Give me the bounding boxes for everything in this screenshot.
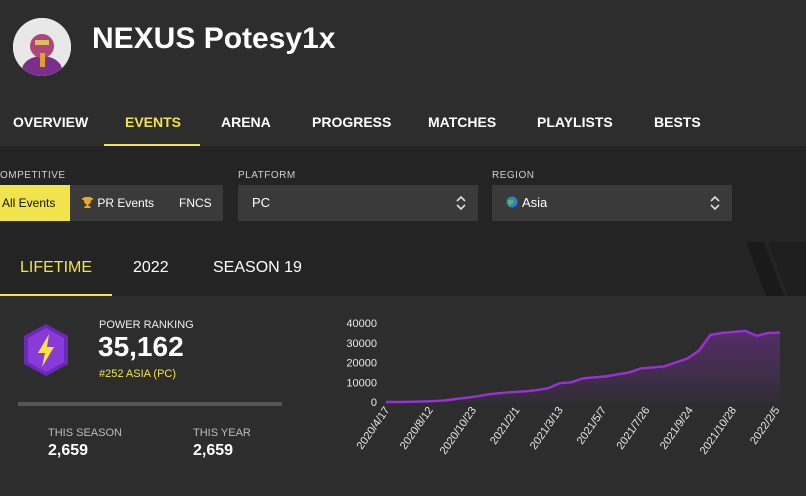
profile-header: NEXUS Potesy1x: [0, 0, 806, 146]
x-tick-label: 2021/9/24: [658, 405, 696, 452]
time-tabs: LIFETIME 2022 SEASON 19: [0, 242, 806, 296]
y-tick-label: 10000: [346, 377, 377, 389]
power-ranking-label: POWER RANKING: [99, 319, 194, 331]
trophy-icon: [82, 197, 93, 208]
x-tick-label: 2021/10/28: [698, 405, 739, 457]
this-year-value: 2,659: [193, 442, 234, 459]
series-line: [386, 329, 781, 404]
pr-events-label: PR Events: [97, 196, 155, 210]
nav-arena[interactable]: ARENA: [221, 114, 271, 130]
x-tick-label: 2021/3/13: [528, 405, 566, 452]
this-season-value: 2,659: [48, 442, 89, 459]
x-tick-label: 2020/10/23: [438, 405, 479, 457]
x-tick-label: 2021/5/7: [575, 405, 609, 447]
x-tick-label: 2022/2/5: [748, 405, 782, 447]
competitive-segmented-control: All Events PR Events FNCS: [0, 185, 223, 221]
lightning-hex-icon: [24, 324, 68, 376]
player-name: NEXUS Potesy1x: [92, 22, 336, 55]
nav-active-underline: [104, 144, 200, 146]
y-tick-label: 30000: [346, 338, 377, 350]
tab-active-underline: [0, 294, 112, 296]
y-tick-label: 20000: [346, 358, 377, 370]
nav-bests[interactable]: BESTS: [654, 114, 701, 130]
sort-arrows-icon: [710, 195, 720, 211]
nav-overview[interactable]: OVERVIEW: [13, 114, 89, 130]
all-events-option[interactable]: All Events: [0, 185, 70, 221]
decorative-stripe: [746, 242, 806, 296]
y-axis: 0 10000 20000 30000 40000: [346, 318, 377, 409]
power-ranking-value: 35,162: [98, 331, 184, 362]
series-area: [386, 330, 780, 402]
nav-events[interactable]: EVENTS: [125, 114, 182, 130]
this-season-label: THIS SEASON: [48, 427, 122, 439]
tab-lifetime[interactable]: LIFETIME: [20, 259, 93, 276]
filter-bar: OMPETITIVE All Events PR Events FNCS PLA…: [0, 146, 806, 242]
platform-select[interactable]: PC: [238, 185, 478, 221]
platform-value: PC: [252, 195, 271, 210]
region-value: Asia: [522, 195, 548, 210]
tab-season-19[interactable]: SEASON 19: [213, 259, 302, 276]
region-label: REGION: [492, 170, 535, 181]
avatar-image: [13, 18, 71, 76]
power-ranking-region-rank: #252 ASIA (PC): [99, 368, 177, 380]
x-tick-label: 2020/8/12: [398, 405, 436, 452]
x-tick-label: 2020/4/17: [355, 405, 393, 452]
y-tick-label: 0: [371, 397, 377, 409]
avatar[interactable]: [13, 18, 71, 76]
x-tick-label: 2021/2/1: [488, 405, 522, 447]
tab-2022[interactable]: 2022: [133, 259, 169, 276]
this-year-label: THIS YEAR: [193, 427, 251, 439]
pr-events-option[interactable]: PR Events: [81, 185, 171, 221]
region-select[interactable]: Asia: [492, 185, 732, 221]
y-tick-label: 40000: [346, 318, 377, 330]
divider: [18, 402, 282, 406]
nav-matches[interactable]: MATCHES: [428, 114, 497, 130]
fncs-option[interactable]: FNCS: [179, 196, 212, 210]
x-tick-label: 2021/7/26: [615, 405, 653, 452]
nav-playlists[interactable]: PLAYLISTS: [537, 114, 613, 130]
region-value-wrap: Asia: [506, 185, 547, 221]
x-axis: 2020/4/17 2020/8/12 2020/10/23 2021/2/1 2021…: [355, 405, 783, 457]
globe-icon: [506, 196, 518, 208]
nav-progress[interactable]: PROGRESS: [312, 114, 392, 130]
power-ranking-chart: 0 10000 20000 30000 40000 2020/4/17 2020/8/12…: [346, 318, 783, 457]
main-nav: OVERVIEW EVENTS ARENA PROGRESS MATCHES P…: [0, 100, 806, 146]
sort-arrows-icon: [456, 195, 466, 211]
competitive-label: OMPETITIVE: [0, 170, 66, 181]
platform-label: PLATFORM: [238, 170, 296, 181]
